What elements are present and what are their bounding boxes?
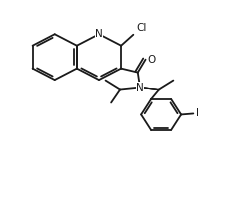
Text: I: I (196, 108, 198, 118)
Text: N: N (136, 83, 144, 93)
Text: O: O (147, 55, 156, 65)
Text: Cl: Cl (137, 23, 147, 33)
Text: N: N (95, 29, 103, 39)
